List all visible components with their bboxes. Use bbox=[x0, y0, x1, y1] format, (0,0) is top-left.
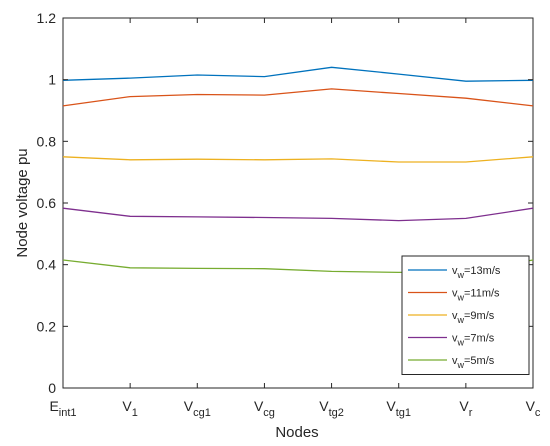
y-tick-label: 0.2 bbox=[37, 318, 57, 334]
series-line bbox=[62, 156, 534, 163]
y-tick-label: 0.6 bbox=[37, 195, 57, 211]
x-tick-label: Eint1 bbox=[49, 398, 76, 419]
x-tick-label: Vr bbox=[459, 398, 472, 419]
x-tick-label: Vcg bbox=[254, 398, 275, 419]
y-tick-label: 0.4 bbox=[37, 257, 57, 273]
x-tick-label: V1 bbox=[122, 398, 137, 419]
legend-label: vw=5m/s bbox=[452, 355, 495, 370]
y-tick-label: 1 bbox=[48, 72, 56, 88]
legend-label: vw=11m/s bbox=[452, 288, 500, 303]
y-tick-label: 0 bbox=[48, 380, 56, 396]
series-line bbox=[62, 207, 534, 222]
legend-label: vw=13m/s bbox=[452, 265, 501, 280]
series-line bbox=[62, 66, 534, 82]
x-axis-title: Nodes bbox=[275, 424, 318, 441]
x-axis-ticks: Eint1 V1 Vcg1 Vcg Vtg2 Vtg1 Vr Vc bbox=[49, 18, 541, 419]
y-axis-title: Node voltage pu bbox=[14, 148, 31, 257]
series-line bbox=[62, 88, 534, 107]
y-tick-label: 0.8 bbox=[37, 133, 57, 149]
x-tick-label: Vc bbox=[526, 398, 541, 419]
legend: vw=13m/s vw=11m/s vw=9m/s vw=7m/s vw=5m/s bbox=[401, 255, 530, 375]
x-tick-label: Vcg1 bbox=[184, 398, 211, 419]
x-tick-label: Vtg1 bbox=[386, 398, 411, 419]
x-tick-label: Vtg2 bbox=[319, 398, 344, 419]
legend-label: vw=9m/s bbox=[452, 310, 495, 325]
y-axis-ticks: 0 0.2 0.4 0.6 0.8 1 1.2 bbox=[37, 10, 533, 396]
y-tick-label: 1.2 bbox=[37, 10, 57, 26]
legend-label: vw=7m/s bbox=[452, 333, 495, 348]
